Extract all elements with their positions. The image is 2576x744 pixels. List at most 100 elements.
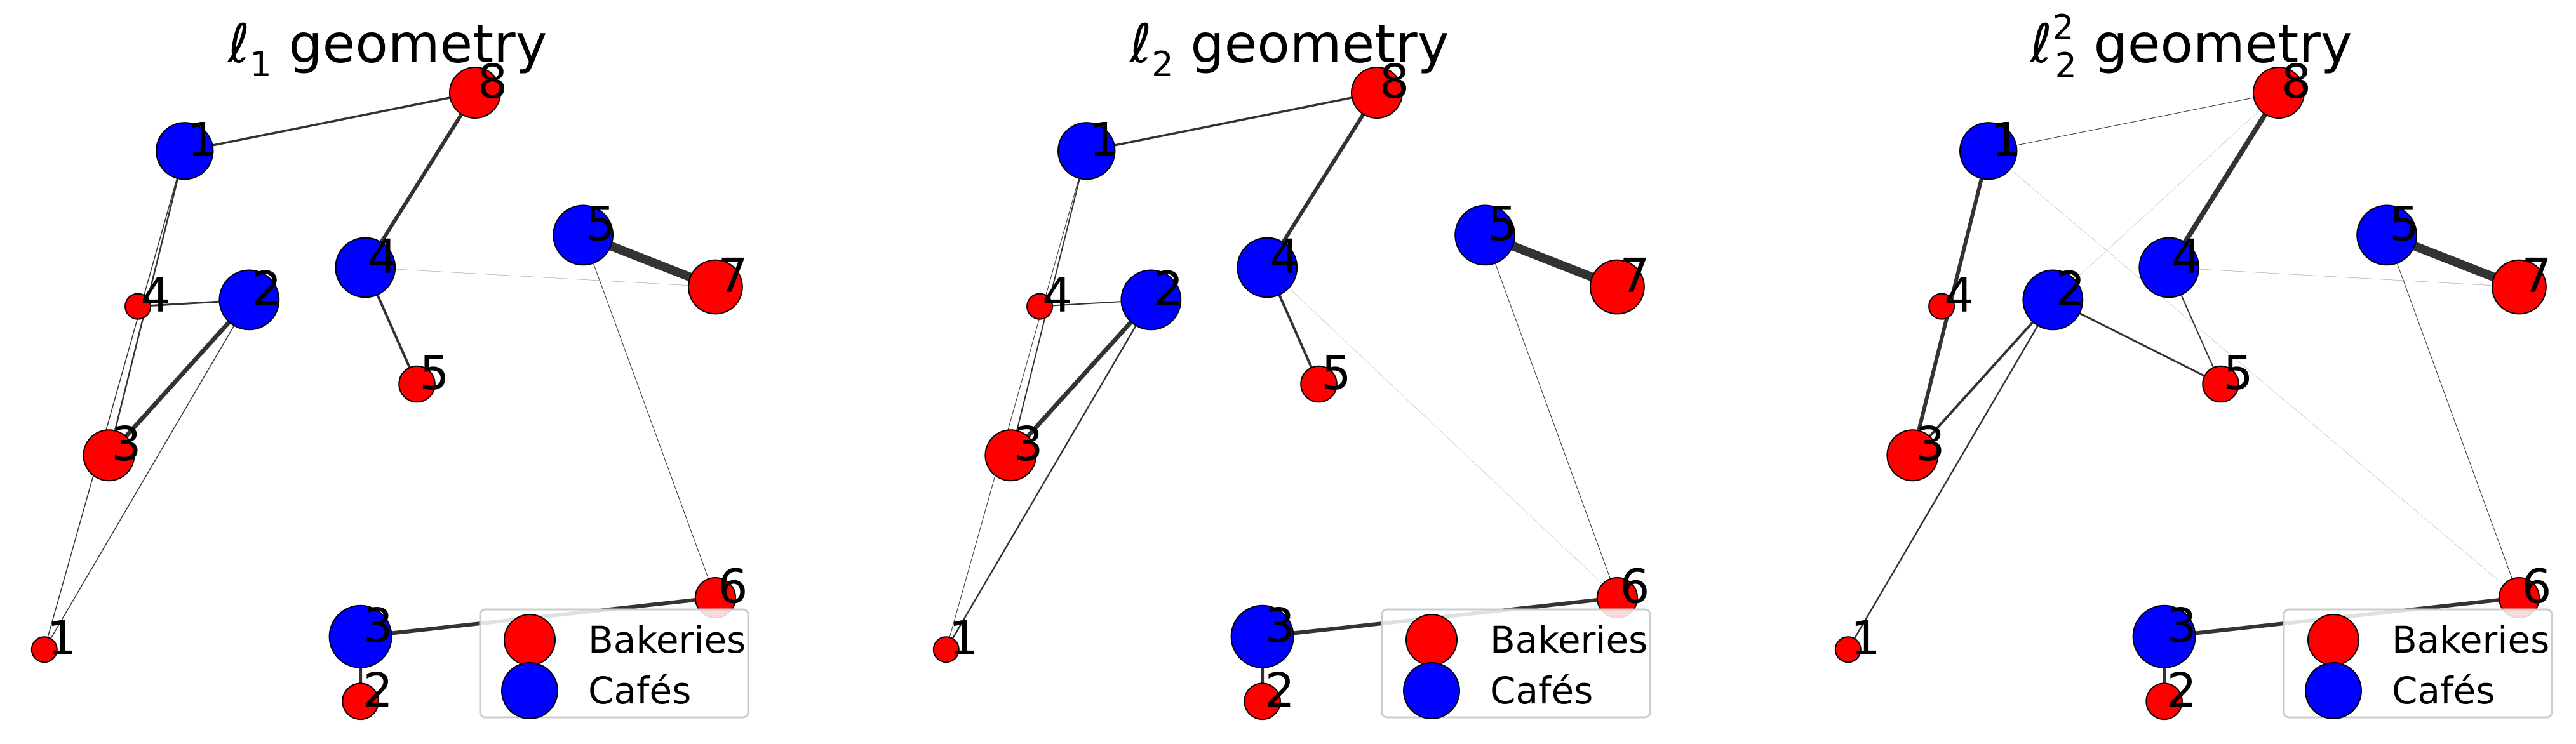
bakery-point-4	[1928, 293, 1955, 320]
cafe-label-4: 4	[1270, 229, 1299, 284]
transport-edge-cafe-4-bakery-8	[2166, 91, 2281, 269]
cafe-point-2	[2022, 269, 2084, 331]
transport-edge-cafe-4-bakery-8	[363, 91, 477, 269]
transport-edge-cafe-2-bakery-1	[44, 300, 250, 650]
bakery-point-1	[932, 636, 960, 663]
transport-edge-cafe-4-bakery-8	[1265, 91, 1379, 269]
bakery-label-3: 3	[1013, 417, 1043, 472]
panel-title-text: geometry	[272, 13, 547, 75]
bakery-point-2	[1244, 682, 1281, 721]
cafe-label-2: 2	[2055, 262, 2085, 316]
transport-edge-cafe-2-bakery-3	[107, 298, 251, 457]
cafe-label-1: 1	[187, 113, 217, 168]
cafe-point-3	[328, 604, 392, 668]
transport-edge-cafe-4-bakery-7	[365, 267, 716, 288]
bakery-point-1	[30, 636, 58, 663]
bakery-label-1: 1	[1851, 611, 1881, 666]
cafe-point-3	[1230, 604, 1294, 668]
transport-edge-cafe-4-bakery-6	[1267, 267, 1618, 598]
panel-title: ℓ1 geometry	[227, 13, 547, 84]
bakery-label-6: 6	[718, 560, 748, 614]
cafe-point-5	[2356, 204, 2418, 266]
legend-label-cafes: Cafés	[2392, 669, 2495, 712]
bakery-label-2: 2	[1265, 663, 1295, 718]
panel-title-symbol: ℓ	[2029, 13, 2052, 75]
legend-label-bakeries: Bakeries	[2392, 618, 2549, 661]
transport-edge-cafe-4-bakery-7	[2169, 267, 2519, 288]
transport-edge-cafe-5-bakery-6	[1484, 235, 1618, 598]
legend-label-cafes: Cafés	[588, 669, 691, 712]
bakery-label-6: 6	[1620, 560, 1649, 614]
bakery-label-3: 3	[1915, 417, 1945, 472]
transport-edge-cafe-2-bakery-1	[1847, 299, 2054, 650]
bakery-label-6: 6	[2521, 560, 2551, 614]
transport-edge-cafe-1-bakery-1	[946, 150, 1087, 650]
bakery-label-4: 4	[140, 269, 170, 323]
cafe-point-4	[2138, 237, 2200, 298]
cafe-label-5: 5	[586, 197, 615, 251]
cafe-label-1: 1	[1991, 113, 2021, 168]
cafe-point-1	[156, 122, 214, 180]
bakery-label-7: 7	[718, 249, 748, 303]
legend-marker-cafes	[1403, 662, 1460, 719]
cafe-point-5	[553, 204, 614, 266]
panel-title-text: geometry	[1174, 13, 1449, 75]
bakery-point-4	[1026, 293, 1054, 320]
legend-marker-bakeries	[1405, 614, 1458, 666]
bakery-point-3	[83, 429, 135, 482]
panel-title-text: geometry	[2077, 13, 2352, 75]
cafe-label-5: 5	[1487, 197, 1517, 251]
legend-label-bakeries: Bakeries	[1490, 618, 1647, 661]
cafe-point-3	[2132, 604, 2196, 668]
cafe-point-2	[1120, 269, 1182, 331]
transport-edge-cafe-1-bakery-6	[1988, 150, 2519, 598]
panel-title-superscript: 2	[2052, 8, 2074, 48]
cafe-label-1: 1	[1089, 113, 1119, 168]
cafe-point-4	[335, 237, 396, 298]
cafe-point-1	[1057, 122, 1116, 180]
bakery-label-2: 2	[2167, 663, 2197, 718]
bakery-point-1	[1834, 636, 1862, 663]
cafe-point-5	[1454, 204, 1516, 266]
bakery-label-7: 7	[2521, 249, 2551, 303]
cafe-label-2: 2	[252, 262, 281, 316]
bakery-point-7	[1589, 259, 1645, 315]
bakery-label-7: 7	[1620, 249, 1649, 303]
bakery-label-3: 3	[111, 417, 141, 472]
cafe-point-2	[218, 269, 280, 331]
legend-label-bakeries: Bakeries	[588, 618, 746, 661]
bakery-point-3	[984, 429, 1037, 482]
bakery-point-8	[1350, 67, 1403, 119]
bakery-label-2: 2	[363, 663, 393, 718]
bakery-label-5: 5	[2224, 346, 2253, 401]
bakery-label-8: 8	[478, 55, 507, 109]
panel-title-symbol: ℓ	[227, 13, 250, 75]
transport-edge-cafe-2-bakery-8	[2053, 92, 2279, 300]
transport-edge-cafe-1-bakery-1	[44, 150, 185, 650]
panel-title: ℓ2 geometry	[1129, 13, 1449, 84]
bakery-point-5	[1300, 365, 1338, 403]
legend-marker-cafes	[2305, 662, 2362, 719]
bakery-point-7	[2491, 259, 2547, 315]
panel-title-symbol: ℓ	[1129, 13, 1152, 75]
legend-marker-bakeries	[2307, 614, 2359, 666]
transport-edge-cafe-1-bakery-8	[1988, 92, 2279, 152]
transport-edge-cafe-1-bakery-8	[184, 91, 476, 152]
bakery-label-4: 4	[1042, 269, 1072, 323]
cafe-label-5: 5	[2389, 197, 2419, 251]
bakery-point-3	[1886, 429, 1939, 482]
cafe-label-2: 2	[1153, 262, 1183, 316]
transport-edge-cafe-2-bakery-3	[1009, 298, 1153, 457]
cafe-label-3: 3	[363, 599, 393, 653]
transport-edge-cafe-2-bakery-5	[2052, 299, 2222, 385]
transport-edge-cafe-1-bakery-8	[1086, 91, 1378, 152]
transport-edge-cafe-2-bakery-1	[945, 299, 1152, 650]
bakery-label-4: 4	[1944, 269, 1974, 323]
cafe-label-3: 3	[1265, 599, 1295, 653]
bakery-label-1: 1	[47, 611, 77, 666]
panel-title-subscript: 2	[2055, 46, 2076, 86]
